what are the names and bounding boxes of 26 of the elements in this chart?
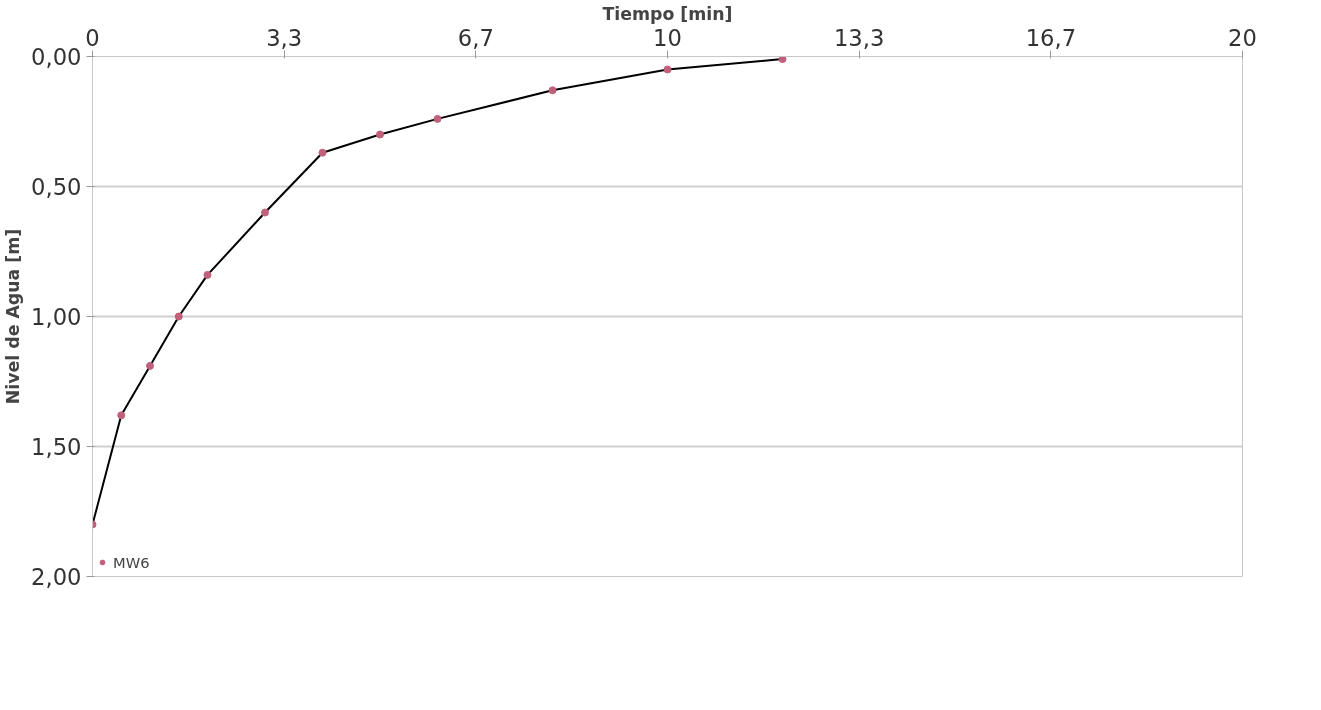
point <box>146 361 154 370</box>
point <box>433 114 442 123</box>
x-axis-title: Tiempo [min] <box>602 3 733 24</box>
y-tick-label: 2,00 <box>31 564 82 590</box>
point <box>548 86 557 95</box>
x-tick-label: 13,3 <box>833 24 885 51</box>
x-tick-label: 10 <box>653 24 682 51</box>
x-tick-label: 16,7 <box>1025 24 1077 51</box>
x-tick-label: 6,7 <box>457 24 494 51</box>
point <box>117 411 126 420</box>
y-tick-label: 1,00 <box>31 304 82 330</box>
x-tick-label: 20 <box>1228 24 1257 51</box>
point <box>174 312 183 321</box>
y-tick-label: 0,00 <box>31 44 82 70</box>
point <box>318 148 327 157</box>
y-tick-label: 1,50 <box>31 434 82 460</box>
legend-label: MW6 <box>113 553 150 571</box>
point <box>663 65 672 74</box>
y-axis-title: Nivel de Agua [m] <box>3 228 24 405</box>
x-tick-label: 3,3 <box>266 24 303 51</box>
point <box>203 270 212 279</box>
point <box>778 56 787 64</box>
point <box>376 130 384 139</box>
y-tick-label: 0,50 <box>31 174 82 200</box>
x-tick-label: 0 <box>85 24 100 51</box>
point <box>261 208 269 217</box>
